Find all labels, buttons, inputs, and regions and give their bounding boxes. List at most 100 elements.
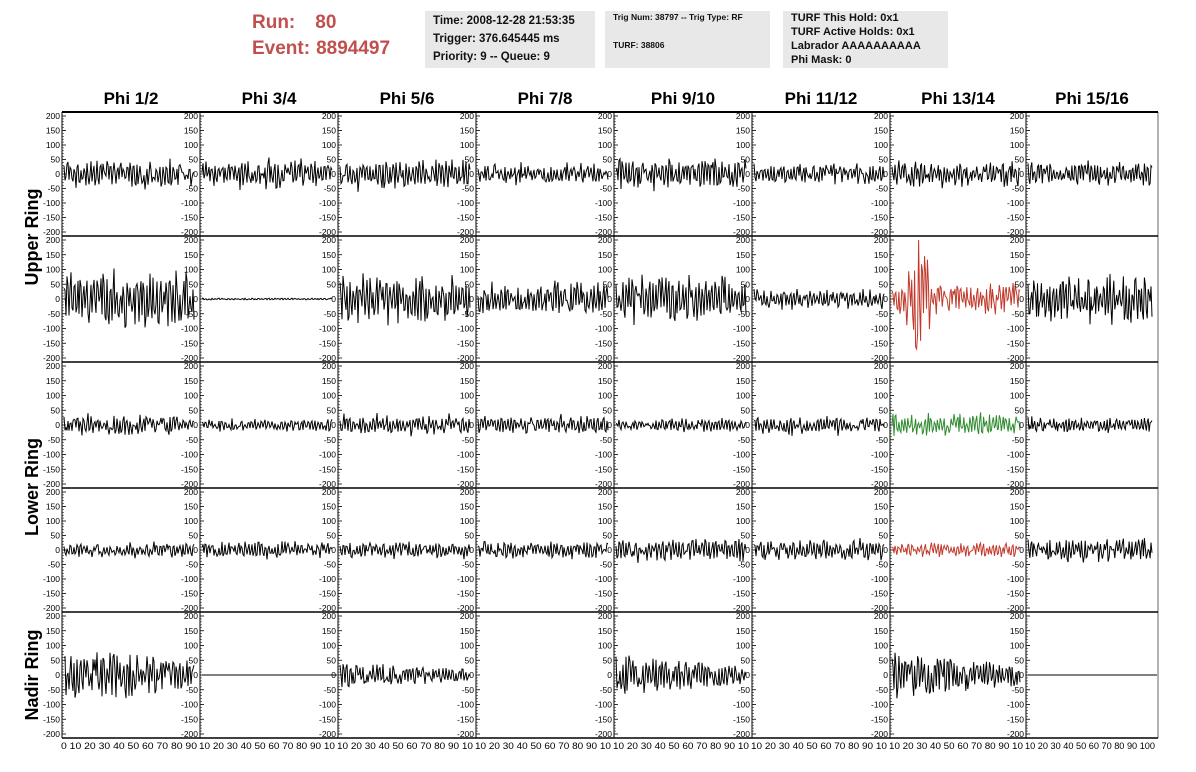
y-tick-label: 100 [1010,265,1024,275]
y-tick-label: -150 [457,213,474,223]
x-tick-labels: 10 20 30 40 50 60 70 80 90 10 [199,741,335,751]
y-tick-label: 150 [874,626,888,636]
y-tick-label: -50 [324,309,337,319]
y-tick-label: 0 [883,294,888,304]
y-tick-label: -100 [871,198,888,208]
trig-text: Trig Num: 38797 -- Trig Type: RF [613,12,743,22]
run-line: Run: 80 [252,10,390,36]
y-tick-label: -100 [43,700,60,710]
y-tick-label: 100 [874,265,888,275]
y-tick-label: 50 [603,155,613,165]
waveform-trace [201,157,333,191]
y-tick-label: 200 [598,611,612,621]
y-tick-label: -150 [1007,464,1024,474]
y-tick-label: 150 [736,502,750,512]
y-tick-label: 0 [745,420,750,430]
y-tick-label: 0 [55,294,60,304]
y-tick-label: 200 [598,235,612,245]
y-tick-label: -150 [733,464,750,474]
y-tick-label: 0 [1019,169,1024,179]
y-tick-label: -200 [43,353,60,363]
y-tick-label: 200 [322,611,336,621]
y-tick-label: -200 [181,603,198,613]
y-tick-label: -50 [324,685,337,695]
y-tick-label: -200 [595,353,612,363]
y-tick-label: -50 [186,685,199,695]
y-tick-label: -50 [738,685,751,695]
y-tick-label: 200 [736,487,750,497]
y-tick-label: -50 [600,560,613,570]
y-tick-label: -150 [871,213,888,223]
trig-info-box: Trig Num: 38797 -- Trig Type: RF TURF: 3… [605,11,770,68]
y-tick-label: 150 [322,126,336,136]
y-tick-label: -100 [319,574,336,584]
y-tick-label: -150 [871,464,888,474]
y-tick-label: -200 [43,479,60,489]
time-info-box: Time: 2008-12-28 21:53:35 Trigger: 376.6… [425,11,595,68]
y-tick-label: -200 [1007,479,1024,489]
y-tick-label: 50 [465,405,475,415]
y-tick-label: 100 [46,641,60,651]
y-tick-label: 50 [189,155,199,165]
y-tick-label: 100 [736,516,750,526]
y-tick-label: 50 [327,655,337,665]
waveform-trace [615,417,747,433]
y-tick-label: 0 [607,169,612,179]
y-tick-label: 0 [1019,294,1024,304]
y-tick-label: 50 [741,405,751,415]
y-tick-label: 150 [46,250,60,260]
y-tick-label: -50 [600,435,613,445]
y-tick-label: 150 [460,250,474,260]
y-tick-label: 50 [189,279,199,289]
waveform-trace [477,540,609,560]
y-tick-label: 100 [1010,516,1024,526]
y-tick-label: 0 [607,545,612,555]
y-tick-label: -200 [733,479,750,489]
y-tick-label: -200 [457,227,474,237]
y-tick-label: 100 [184,391,198,401]
y-tick-label: 150 [874,126,888,136]
y-tick-label: 200 [460,611,474,621]
y-tick-label: 200 [736,111,750,121]
y-tick-label: 50 [189,655,199,665]
y-tick-label: -100 [457,574,474,584]
y-tick-label: -100 [595,324,612,334]
y-tick-label: 200 [46,487,60,497]
y-tick-label: -100 [595,450,612,460]
y-tick-label: 50 [603,531,613,541]
y-tick-label: 150 [46,502,60,512]
waveform-trace [615,157,747,192]
y-tick-label: 0 [469,670,474,680]
y-tick-label: 200 [598,361,612,371]
y-tick-label: 50 [189,405,199,415]
y-tick-label: 200 [598,487,612,497]
waveform-trace [753,415,885,436]
y-tick-label: 150 [184,250,198,260]
y-tick-label: 50 [51,531,61,541]
y-tick-label: 150 [1010,126,1024,136]
y-tick-label: 150 [322,626,336,636]
y-tick-label: 0 [193,294,198,304]
run-value: 80 [315,12,337,33]
y-tick-label: 50 [603,655,613,665]
turf-active-text: TURF Active Holds: 0x1 [791,26,915,38]
y-tick-label: 50 [51,655,61,665]
x-tick-labels: 10 20 30 40 50 60 70 80 90 10 [889,741,1023,751]
y-tick-label: -150 [181,213,198,223]
waveform-trace [477,413,609,434]
y-tick-label: 150 [322,502,336,512]
y-tick-label: 100 [46,140,60,150]
waveform-trace [891,160,1021,189]
y-tick-label: -50 [738,435,751,445]
y-tick-label: -50 [600,184,613,194]
y-tick-label: 50 [741,155,751,165]
y-tick-label: 200 [736,611,750,621]
y-tick-label: -150 [1007,213,1024,223]
y-tick-label: -50 [876,435,889,445]
y-tick-label: -200 [181,227,198,237]
y-tick-label: -50 [738,184,751,194]
y-tick-label: 0 [607,294,612,304]
y-tick-label: 150 [598,250,612,260]
y-tick-label: -50 [600,309,613,319]
